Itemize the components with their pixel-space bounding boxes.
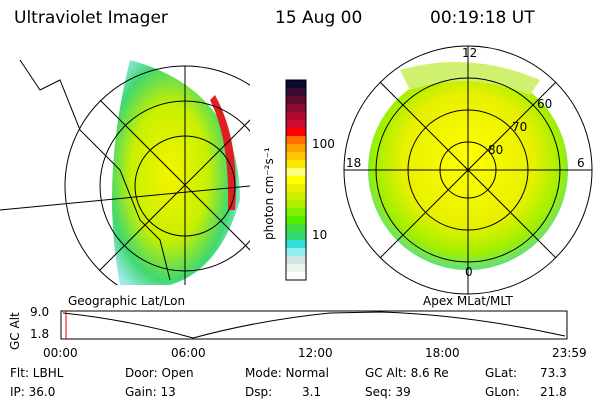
colorbar-band — [286, 224, 306, 233]
colorbar-band — [286, 168, 306, 177]
glon-label: GLon: — [485, 385, 520, 399]
mlat-80: 80 — [488, 143, 504, 157]
colorbar — [286, 80, 306, 281]
mlt-18: 18 — [346, 156, 362, 170]
colorbar-band — [286, 232, 306, 241]
colorbar-band — [286, 248, 306, 257]
geographic-image — [0, 59, 250, 285]
alt-ylabel: GC Alt — [8, 312, 22, 350]
xtick: 06:00 — [171, 346, 206, 360]
dsp-value: 3.1 — [302, 385, 322, 399]
mlat-60: 60 — [537, 97, 553, 111]
colorbar-band — [286, 80, 306, 89]
gain: Gain: 13 — [125, 385, 176, 399]
right-panel-label: Apex MLat/MLT — [423, 294, 513, 308]
mode: Mode: Normal — [245, 366, 329, 380]
colorbar-band — [286, 208, 306, 217]
glat-label: GLat: — [485, 366, 518, 380]
colorbar-band — [286, 128, 306, 137]
mlt-12: 12 — [462, 46, 478, 60]
colorbar-band — [286, 256, 306, 265]
door: Door: Open — [125, 366, 194, 380]
altitude-curve — [62, 311, 566, 339]
mlat-70: 70 — [512, 120, 528, 134]
colorbar-band — [286, 216, 306, 225]
mlt-0: 0 — [465, 265, 473, 279]
colorbar-label: photon cm⁻²s⁻¹ — [262, 147, 276, 240]
gc-alt: GC Alt: 8.6 Re — [365, 366, 449, 380]
ip: IP: 36.0 — [10, 385, 56, 399]
date: 15 Aug 00 — [275, 8, 363, 28]
seq: Seq: 39 — [365, 385, 411, 399]
colorbar-band — [286, 192, 306, 201]
time: 00:19:18 UT — [430, 8, 535, 28]
colorbar-band — [286, 152, 306, 161]
colorbar-band — [286, 104, 306, 113]
dsp-label: Dsp: — [245, 385, 273, 399]
filter: Flt: LBHL — [10, 366, 64, 380]
colorbar-band — [286, 88, 306, 97]
colorbar-band — [286, 96, 306, 105]
cbar-tick-100: 100 — [312, 137, 335, 151]
mlt-6: 6 — [577, 156, 585, 170]
xtick: 00:00 — [43, 346, 78, 360]
colorbar-band — [286, 272, 306, 281]
colorbar-band — [286, 200, 306, 209]
apex-image — [343, 45, 593, 295]
xtick: 12:00 — [298, 346, 333, 360]
colorbar-band — [286, 136, 306, 145]
glon-value: 21.8 — [540, 385, 567, 399]
alt-ytick-9: 9.0 — [30, 305, 50, 319]
colorbar-band — [286, 184, 306, 193]
alt-ytick-1: 1.8 — [30, 327, 50, 341]
colorbar-band — [286, 112, 306, 121]
left-panel-label: Geographic Lat/Lon — [68, 294, 186, 308]
colorbar-band — [286, 264, 306, 273]
colorbar-band — [286, 144, 306, 153]
colorbar-band — [286, 176, 306, 185]
altitude-plot-frame — [60, 310, 568, 340]
glat-value: 73.3 — [540, 366, 567, 380]
colorbar-band — [286, 120, 306, 129]
xtick: 23:59 — [552, 346, 587, 360]
xtick: 18:00 — [425, 346, 460, 360]
colorbar-band — [286, 240, 306, 249]
instrument-title: Ultraviolet Imager — [14, 8, 168, 28]
cbar-tick-10: 10 — [312, 228, 328, 242]
colorbar-band — [286, 160, 306, 169]
